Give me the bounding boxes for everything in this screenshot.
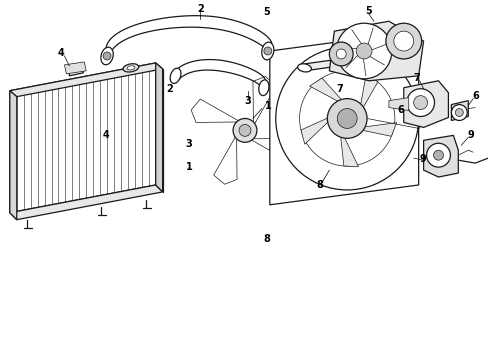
Polygon shape <box>424 135 458 177</box>
Polygon shape <box>10 91 17 220</box>
Polygon shape <box>10 63 156 213</box>
Polygon shape <box>156 63 163 192</box>
Circle shape <box>327 99 367 138</box>
Circle shape <box>455 109 464 117</box>
Circle shape <box>434 150 443 160</box>
Circle shape <box>356 43 372 59</box>
Text: 9: 9 <box>419 154 426 163</box>
Ellipse shape <box>127 66 135 70</box>
Circle shape <box>407 89 435 117</box>
Circle shape <box>386 23 421 59</box>
Circle shape <box>427 143 450 167</box>
Ellipse shape <box>170 68 181 84</box>
Circle shape <box>299 71 395 166</box>
Ellipse shape <box>297 64 312 72</box>
Ellipse shape <box>347 57 361 65</box>
Text: 7: 7 <box>337 84 343 94</box>
Polygon shape <box>329 21 424 81</box>
Polygon shape <box>10 185 163 220</box>
Ellipse shape <box>101 47 113 65</box>
Polygon shape <box>10 63 163 96</box>
Ellipse shape <box>262 42 274 60</box>
Circle shape <box>336 23 392 79</box>
Polygon shape <box>359 73 378 116</box>
Text: 2: 2 <box>166 84 173 94</box>
Polygon shape <box>214 133 238 184</box>
Polygon shape <box>70 66 83 76</box>
Polygon shape <box>301 114 336 144</box>
Polygon shape <box>310 78 348 107</box>
Circle shape <box>239 125 251 136</box>
Ellipse shape <box>70 64 83 70</box>
Polygon shape <box>305 57 354 71</box>
Text: 6: 6 <box>397 105 404 115</box>
Circle shape <box>414 96 428 109</box>
Polygon shape <box>191 99 242 123</box>
Text: 5: 5 <box>264 7 270 17</box>
Text: 6: 6 <box>473 91 480 101</box>
Circle shape <box>451 105 467 121</box>
Text: 8: 8 <box>264 234 270 244</box>
Text: 5: 5 <box>366 6 372 16</box>
Circle shape <box>394 31 414 51</box>
Circle shape <box>264 47 272 55</box>
Text: 4: 4 <box>103 130 110 140</box>
Polygon shape <box>248 138 299 162</box>
Text: 1: 1 <box>265 100 271 111</box>
Polygon shape <box>270 31 418 205</box>
Polygon shape <box>340 128 359 167</box>
Circle shape <box>103 52 111 60</box>
Polygon shape <box>389 98 409 111</box>
Circle shape <box>276 47 418 190</box>
Ellipse shape <box>259 80 269 96</box>
Text: 1: 1 <box>186 162 193 172</box>
Polygon shape <box>404 81 448 127</box>
Polygon shape <box>451 100 468 121</box>
Circle shape <box>329 42 353 66</box>
Polygon shape <box>252 77 276 128</box>
Circle shape <box>233 118 257 142</box>
Ellipse shape <box>123 64 139 72</box>
Text: 9: 9 <box>468 130 475 140</box>
Circle shape <box>336 49 346 59</box>
Text: 2: 2 <box>197 4 204 14</box>
Circle shape <box>337 109 357 129</box>
Text: 4: 4 <box>58 48 65 58</box>
Text: 3: 3 <box>245 96 251 105</box>
Text: 3: 3 <box>186 139 193 149</box>
Polygon shape <box>354 123 396 136</box>
Polygon shape <box>64 62 86 74</box>
Text: 8: 8 <box>316 180 323 190</box>
Text: 7: 7 <box>413 73 420 83</box>
